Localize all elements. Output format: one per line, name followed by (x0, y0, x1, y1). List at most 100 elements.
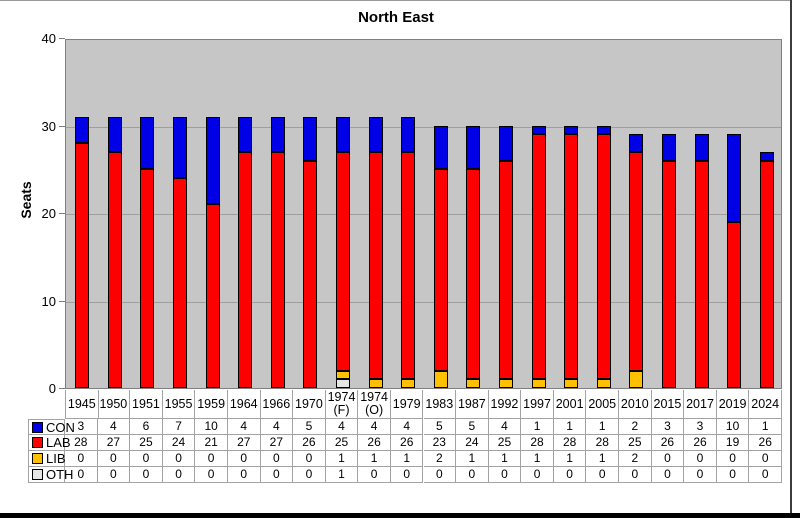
bar-segment-lab (270, 151, 285, 388)
value-cell-lib: 0 (227, 451, 261, 467)
y-tick-20 (59, 213, 65, 214)
value-cell-lib: 0 (130, 451, 163, 467)
value-cell-lib: 0 (716, 451, 750, 467)
gridline-20 (66, 214, 781, 215)
value-cell-lib: 1 (553, 451, 587, 467)
y-tick-40 (59, 38, 65, 39)
bar-1955 (173, 116, 188, 388)
bar-segment-con (759, 151, 774, 161)
bar-segment-lab (75, 143, 90, 388)
legend-lab: LAB (28, 435, 71, 451)
value-cell-oth: 0 (749, 467, 782, 483)
bar-segment-con (107, 116, 122, 152)
bar-segment-con (75, 116, 90, 143)
bar-segment-lab (759, 160, 774, 388)
bar-1964 (238, 116, 253, 388)
bar-segment-con (303, 116, 318, 161)
value-cell-lab: 28 (553, 435, 587, 451)
bar-segment-lib (531, 379, 546, 388)
bar-segment-con (596, 125, 611, 135)
bar-1992 (498, 125, 513, 388)
bar-segment-lab (401, 151, 416, 380)
value-cell-lab: 28 (586, 435, 620, 451)
bar-segment-oth (336, 379, 351, 388)
bar-segment-lab (107, 151, 122, 388)
value-cell-con: 7 (162, 419, 196, 435)
value-cell-oth: 0 (65, 467, 98, 483)
bar-segment-lab (564, 134, 579, 380)
value-cell-oth: 0 (521, 467, 554, 483)
bar-segment-con (368, 116, 383, 152)
year-header: 1970 (293, 390, 326, 419)
value-cell-lib: 1 (586, 451, 620, 467)
value-cell-con: 3 (651, 419, 685, 435)
value-cell-con: 4 (325, 419, 359, 435)
bar-1970 (303, 116, 318, 388)
bar-segment-lab (531, 134, 546, 380)
year-header: 2005 (586, 390, 620, 419)
bar-segment-lib (629, 370, 644, 388)
bar-segment-con (401, 116, 416, 152)
value-cell-lib: 1 (390, 451, 424, 467)
bar-segment-lab (498, 160, 513, 380)
year-header: 1950 (97, 390, 131, 419)
year-header: 1945 (65, 390, 99, 419)
value-cell-oth: 0 (716, 467, 750, 483)
y-tick-label-30: 30 (41, 118, 56, 134)
value-cell-lab: 27 (97, 435, 131, 451)
value-cell-oth: 0 (684, 467, 717, 483)
value-cell-lab: 26 (390, 435, 424, 451)
legend-label: OTH (46, 467, 74, 482)
bar-segment-lab (140, 169, 155, 388)
value-cell-lib: 1 (521, 451, 554, 467)
frame-bottom-bar (0, 513, 800, 518)
bar-segment-lab (629, 151, 644, 371)
bar-segment-con (498, 125, 513, 161)
value-cell-lib: 0 (97, 451, 131, 467)
year-header: 1955 (162, 390, 196, 419)
bar-1997 (531, 125, 546, 388)
value-cell-con: 4 (260, 419, 294, 435)
y-tick-label-20: 20 (41, 206, 56, 221)
year-header: 1997 (521, 390, 554, 419)
bar-1987 (466, 125, 481, 388)
year-header: 2024 (749, 390, 782, 419)
value-cell-oth: 0 (260, 467, 294, 483)
bar-segment-con (336, 116, 351, 152)
value-cell-con: 4 (390, 419, 424, 435)
value-cell-lib: 2 (619, 451, 652, 467)
bar-segment-lib (498, 379, 513, 388)
value-cell-lib: 1 (456, 451, 489, 467)
bar-segment-con (564, 125, 579, 135)
chart-title: North East (358, 9, 434, 26)
bar-segment-con (466, 125, 481, 170)
bar-segment-con (661, 134, 676, 161)
legend-con: CON (28, 419, 75, 435)
bar-2017 (694, 134, 709, 388)
y-tick-30 (59, 125, 65, 127)
value-cell-lib: 0 (162, 451, 196, 467)
value-cell-lib: 1 (325, 451, 359, 467)
value-cell-oth: 1 (325, 467, 359, 483)
value-cell-oth: 0 (619, 467, 652, 483)
value-cell-oth: 0 (358, 467, 391, 483)
year-header: 1992 (488, 390, 522, 419)
value-cell-con: 1 (749, 419, 782, 435)
value-cell-oth: 0 (553, 467, 587, 483)
value-cell-oth: 0 (390, 467, 424, 483)
bar-2024 (759, 151, 774, 388)
y-tick-0 (59, 388, 65, 389)
frame-top-edge (0, 0, 792, 1)
value-cell-lab: 26 (293, 435, 326, 451)
value-cell-con: 4 (227, 419, 261, 435)
value-cell-con: 5 (456, 419, 489, 435)
value-cell-con: 10 (195, 419, 228, 435)
value-cell-lab: 23 (423, 435, 457, 451)
value-cell-lab: 28 (521, 435, 554, 451)
bar-segment-con (238, 116, 253, 152)
bar-segment-lib (564, 379, 579, 388)
bar-segment-lab (173, 178, 188, 388)
bar-segment-con (270, 116, 285, 152)
year-header: 1964 (227, 390, 261, 419)
